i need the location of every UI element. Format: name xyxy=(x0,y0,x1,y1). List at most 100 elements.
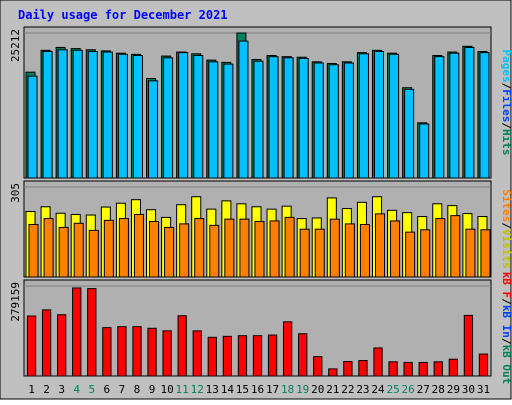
bar-files-8 xyxy=(132,54,143,179)
bar-sites-4 xyxy=(73,222,84,278)
bar-kbytes-19 xyxy=(298,333,308,377)
x-tick-label-3: 3 xyxy=(58,383,65,396)
x-tick-label-22: 22 xyxy=(341,383,354,396)
bar-kbytes-27 xyxy=(418,361,428,377)
x-tick-label-2: 2 xyxy=(43,383,50,396)
bar-files-19 xyxy=(298,57,309,179)
bar-kbytes-4 xyxy=(72,287,82,377)
bar-files-13 xyxy=(208,61,219,179)
bar-sites-22 xyxy=(344,223,355,278)
bar-files-6 xyxy=(102,51,113,179)
bar-files-18 xyxy=(283,57,294,179)
bar-sites-14 xyxy=(224,218,235,278)
x-tick-label-16: 16 xyxy=(251,383,264,396)
bar-kbytes-2 xyxy=(41,309,52,377)
right-axis-label-kbytes-part-3: / xyxy=(500,338,512,345)
bar-sites-18 xyxy=(284,216,295,278)
bar-sites-9 xyxy=(149,221,160,278)
x-tick-label-10: 10 xyxy=(160,383,173,396)
bar-files-23 xyxy=(358,53,369,179)
bar-kbytes-20 xyxy=(313,356,323,377)
bar-kbytes-29 xyxy=(448,358,458,377)
x-tick-label-25: 25 xyxy=(386,383,399,396)
bar-files-11 xyxy=(178,52,189,179)
x-tick-label-13: 13 xyxy=(206,383,219,396)
right-axis-label-kbytes-part-2: kB In xyxy=(500,305,512,338)
x-tick-label-8: 8 xyxy=(134,383,141,396)
panel-visits-sites: 305 Sites/Visits xyxy=(9,180,512,278)
bar-kbytes-30 xyxy=(463,314,474,377)
bar-kbytes-6 xyxy=(102,327,112,377)
bar-files-27 xyxy=(419,123,430,179)
x-tick-label-26: 26 xyxy=(402,383,415,396)
panel-hits-files-pages: 25212 Pages/Files/Hits xyxy=(9,26,512,179)
bar-kbytes-10 xyxy=(162,330,172,377)
x-tick-label-19: 19 xyxy=(296,383,309,396)
bar-sites-5 xyxy=(88,229,99,278)
bar-sites-20 xyxy=(314,228,325,278)
bar-files-5 xyxy=(87,50,98,179)
bar-files-24 xyxy=(373,50,385,179)
bar-kbytes-25 xyxy=(388,361,398,377)
x-tick-label-7: 7 xyxy=(119,383,126,396)
bar-files-20 xyxy=(313,62,324,179)
bar-files-2 xyxy=(42,50,53,179)
x-tick-label-30: 30 xyxy=(462,383,475,396)
right-axis-label-kbytes-part-4: kB Out xyxy=(500,345,512,385)
bar-files-21 xyxy=(328,64,339,179)
bar-sites-13 xyxy=(209,224,220,278)
x-tick-label-4: 4 xyxy=(73,383,80,396)
ymax-label-kbytes: 279159 xyxy=(9,282,22,322)
right-axis-label-visits-sites-part-2: Visits xyxy=(500,229,512,269)
ymax-label-hits-files-pages: 25212 xyxy=(9,29,22,62)
bar-kbytes-26 xyxy=(403,361,413,377)
bar-kbytes-21 xyxy=(328,368,338,377)
right-axis-label-hits-files-pages-part-3: / xyxy=(500,122,512,129)
bar-sites-15 xyxy=(239,218,250,278)
x-tick-label-1: 1 xyxy=(28,383,35,396)
x-tick-label-29: 29 xyxy=(447,383,460,396)
right-axis-label-kbytes-part-1: / xyxy=(500,298,512,305)
bar-files-10 xyxy=(163,57,174,179)
bar-kbytes-8 xyxy=(132,326,142,377)
bar-sites-30 xyxy=(465,228,476,278)
bar-kbytes-31 xyxy=(478,353,489,377)
x-tick-label-21: 21 xyxy=(326,383,339,396)
x-tick-label-5: 5 xyxy=(88,383,95,396)
bar-files-28 xyxy=(434,56,445,179)
bar-kbytes-12 xyxy=(192,330,202,377)
bar-sites-31 xyxy=(480,229,491,278)
bar-files-30 xyxy=(464,46,475,179)
bar-sites-29 xyxy=(450,215,461,278)
bar-files-22 xyxy=(343,62,354,179)
x-tick-label-28: 28 xyxy=(432,383,445,396)
bar-files-17 xyxy=(268,56,279,179)
bar-kbytes-17 xyxy=(267,334,278,377)
x-tick-label-23: 23 xyxy=(356,383,369,396)
bar-files-16 xyxy=(253,60,264,179)
bar-kbytes-14 xyxy=(222,335,233,377)
bar-sites-26 xyxy=(405,231,416,278)
bar-sites-1 xyxy=(28,223,39,278)
bar-kbytes-28 xyxy=(433,361,443,377)
bar-kbytes-22 xyxy=(343,360,353,377)
bar-files-7 xyxy=(117,53,128,179)
bar-kbytes-3 xyxy=(57,314,67,377)
x-axis-day-labels: 1 2 3 4 5 6 7 8 9 10 11 12 13 14 15 16 17 18 19 20 21 22 23 24 2… xyxy=(28,383,490,396)
bar-kbytes-15 xyxy=(237,335,248,377)
bar-kbytes-18 xyxy=(282,321,293,377)
x-tick-label-31: 31 xyxy=(477,383,490,396)
right-axis-label-hits-files-pages-part-1: / xyxy=(500,83,512,90)
x-tick-label-20: 20 xyxy=(311,383,324,396)
bar-kbytes-11 xyxy=(177,315,187,377)
x-tick-label-24: 24 xyxy=(371,383,385,396)
right-axis-label-hits-files-pages: Pages/Files/Hits xyxy=(500,50,512,156)
bar-sites-24 xyxy=(374,213,386,278)
bar-files-14 xyxy=(223,63,234,179)
bar-kbytes-5 xyxy=(87,288,97,377)
x-tick-label-27: 27 xyxy=(417,383,430,396)
bar-kbytes-13 xyxy=(207,336,217,377)
